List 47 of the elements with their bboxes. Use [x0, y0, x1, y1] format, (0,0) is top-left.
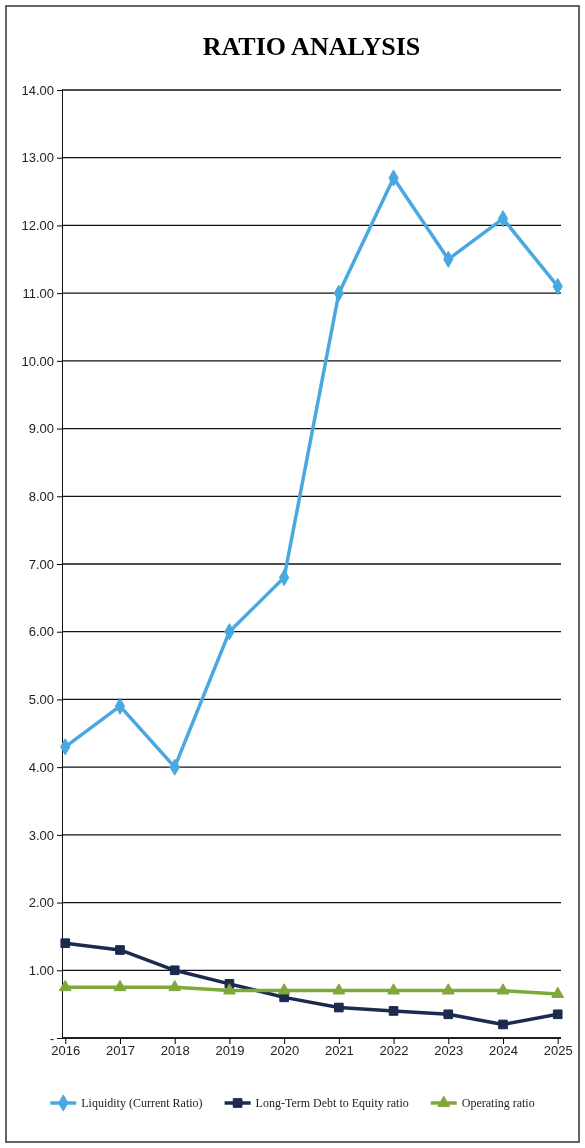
point — [115, 945, 125, 955]
x-tick-label: 2016 — [51, 1043, 81, 1058]
point — [387, 983, 400, 995]
x-tick-label: 2020 — [270, 1043, 300, 1058]
point — [169, 965, 180, 976]
y-tick-label: 1.00 — [28, 962, 54, 978]
y-tick-label: 14.00 — [21, 82, 54, 98]
point — [496, 983, 510, 995]
x-tick-label: 2019 — [215, 1043, 245, 1058]
y-tick-label: 12.00 — [21, 218, 54, 234]
y-tick-label: 10.00 — [21, 353, 54, 369]
point — [223, 983, 236, 995]
point — [58, 979, 72, 992]
x-tick-label: 2023 — [434, 1043, 464, 1058]
point — [113, 979, 127, 992]
point — [443, 1009, 454, 1020]
point — [441, 983, 455, 995]
y-tick-label: - — [49, 1030, 54, 1046]
x-tick-label: 2025 — [543, 1043, 573, 1058]
legend-label: Liquidity (Current Ratio) — [81, 1096, 203, 1110]
legend-label: Long-Term Debt to Equity ratio — [255, 1096, 409, 1110]
point — [334, 1002, 344, 1013]
x-tick-label: 2017 — [106, 1043, 135, 1058]
y-tick-label: 13.00 — [21, 150, 54, 166]
point — [498, 1019, 508, 1030]
x-tick-label: 2022 — [379, 1043, 409, 1058]
y-tick-label: 3.00 — [28, 827, 54, 843]
point — [388, 1006, 399, 1016]
y-tick-label: 9.00 — [28, 421, 54, 437]
point — [168, 979, 182, 992]
point — [551, 986, 565, 998]
x-tick-label: 2024 — [489, 1043, 518, 1058]
y-tick-label: 2.00 — [28, 895, 54, 911]
point — [552, 1009, 563, 1020]
point — [332, 983, 346, 995]
y-tick-label: 6.00 — [28, 624, 54, 640]
y-tick-label: 11.00 — [22, 285, 54, 301]
legend-label: Operating ratio — [461, 1096, 535, 1110]
chart-title: RATIO ANALYSIS — [202, 32, 421, 61]
x-tick-label: 2018 — [160, 1043, 190, 1058]
y-tick-label: 7.00 — [28, 556, 54, 572]
point — [277, 983, 291, 995]
y-tick-label: 4.00 — [28, 759, 54, 775]
y-tick-label: 5.00 — [28, 692, 54, 708]
x-tick-label: 2021 — [324, 1043, 354, 1058]
y-tick-label: 8.00 — [28, 488, 54, 504]
point — [60, 938, 71, 949]
